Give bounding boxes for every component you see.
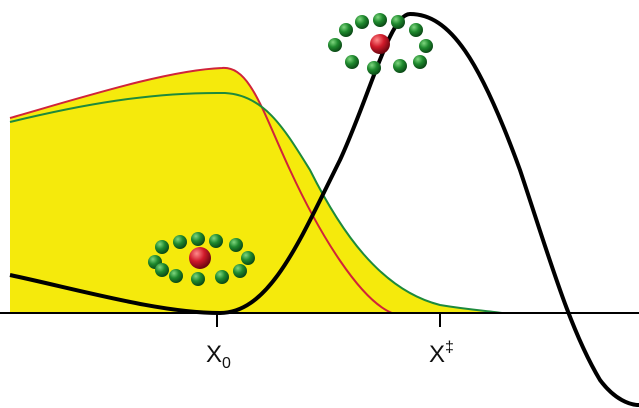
label-xts: X‡ xyxy=(429,339,454,368)
label-base: X xyxy=(429,341,445,368)
molecule-transition xyxy=(328,13,433,75)
label-subscript: 0 xyxy=(222,355,231,372)
label-superscript: ‡ xyxy=(445,339,454,356)
green-distribution-fill xyxy=(10,93,502,313)
diagram: X0 X‡ xyxy=(0,0,639,408)
label-base: X xyxy=(206,341,222,368)
label-x0: X0 xyxy=(206,341,231,372)
